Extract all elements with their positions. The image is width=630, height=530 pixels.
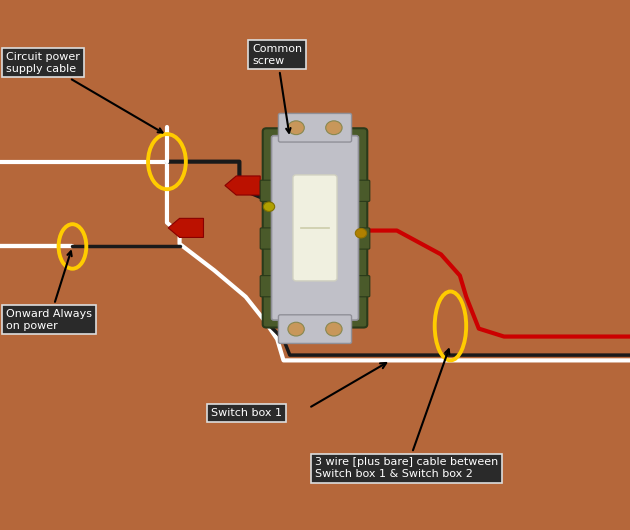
FancyBboxPatch shape	[263, 128, 367, 328]
FancyBboxPatch shape	[293, 175, 337, 281]
FancyBboxPatch shape	[358, 276, 370, 297]
FancyBboxPatch shape	[278, 113, 352, 142]
Text: Switch box 1: Switch box 1	[211, 408, 282, 418]
FancyBboxPatch shape	[260, 276, 272, 297]
Circle shape	[326, 322, 342, 336]
Circle shape	[288, 121, 304, 135]
FancyBboxPatch shape	[272, 136, 358, 320]
Text: 3 wire [plus bare] cable between
Switch box 1 & Switch box 2: 3 wire [plus bare] cable between Switch …	[315, 349, 498, 479]
Circle shape	[355, 228, 367, 238]
Circle shape	[326, 121, 342, 135]
Polygon shape	[225, 176, 260, 195]
Text: Circuit power
supply cable: Circuit power supply cable	[6, 52, 163, 132]
Circle shape	[288, 322, 304, 336]
Text: Common
screw: Common screw	[252, 44, 302, 132]
FancyBboxPatch shape	[358, 228, 370, 249]
FancyBboxPatch shape	[260, 228, 272, 249]
FancyBboxPatch shape	[358, 180, 370, 201]
Text: Onward Always
on power: Onward Always on power	[6, 251, 93, 331]
FancyBboxPatch shape	[278, 315, 352, 343]
Circle shape	[263, 202, 275, 211]
FancyBboxPatch shape	[260, 180, 272, 201]
Polygon shape	[168, 218, 203, 237]
